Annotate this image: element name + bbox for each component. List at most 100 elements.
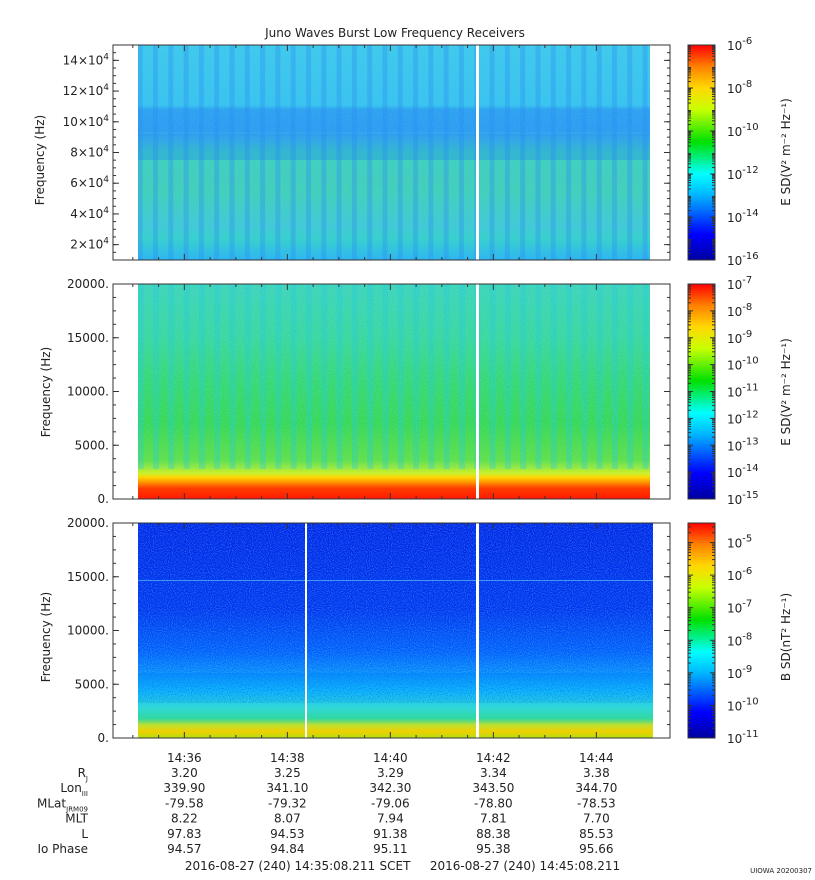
panel-1-colorbar-label: E SD(V² m⁻² Hz⁻¹) bbox=[779, 98, 793, 206]
ephemeris-value: 95.66 bbox=[579, 842, 613, 856]
colorbar-tick-label: 10-15 bbox=[727, 490, 759, 507]
ephemeris-label-text: Io Phase bbox=[37, 842, 88, 856]
colorbar-tick-label: 10-6 bbox=[727, 36, 752, 53]
panel-3-y-axis: 0. 5000. 10000. 15000. 20000. bbox=[67, 516, 670, 745]
colorbar-tick-base: 10 bbox=[727, 602, 742, 616]
y-tick-exponent: 4 bbox=[103, 237, 109, 247]
colorbar-tick-exponent: -9 bbox=[742, 664, 752, 675]
x-tick-label: 14:40 bbox=[373, 751, 408, 765]
colorbar-tick-exponent: -14 bbox=[742, 463, 758, 474]
colorbar-tick-base: 10 bbox=[727, 412, 742, 426]
colorbar-tick-exponent: -10 bbox=[742, 356, 758, 367]
panel-2-ylabel: Frequency (Hz) bbox=[39, 347, 53, 438]
ephemeris-label-text: MLT bbox=[65, 812, 88, 826]
ephemeris-value: 85.53 bbox=[579, 827, 613, 841]
ephemeris-value: 94.84 bbox=[270, 842, 304, 856]
y-tick-label: 14×104 bbox=[63, 52, 110, 67]
colorbar-tick-exponent: -15 bbox=[742, 490, 758, 501]
colorbar-tick-exponent: -9 bbox=[742, 329, 752, 340]
colorbar-tick-exponent: -6 bbox=[742, 566, 752, 577]
colorbar-tick-base: 10 bbox=[727, 699, 742, 713]
colorbar-tick-base: 10 bbox=[727, 168, 742, 182]
ephemeris-table: RJ 3.20 3.25 3.29 3.34 3.38 LonIII 339.90 341.10… bbox=[37, 766, 617, 856]
ephemeris-row-label: Io Phase bbox=[37, 842, 88, 856]
colorbar-tick-exponent: -8 bbox=[742, 79, 752, 90]
ephemeris-row-label: MLT bbox=[65, 812, 88, 826]
y-tick-label: 0. bbox=[98, 492, 109, 506]
panel-3: 0. 5000. 10000. 15000. 20000. Frequency (Hz)… bbox=[39, 516, 793, 746]
colorbar-tick-label: 10-11 bbox=[727, 729, 759, 746]
colorbar-tick-label: 10-8 bbox=[727, 79, 752, 96]
ephemeris-value: 95.11 bbox=[373, 842, 407, 856]
ephemeris-row-label: L bbox=[81, 827, 88, 841]
colorbar-tick-label: 10-10 bbox=[727, 356, 759, 373]
y-tick-label: 20000. bbox=[67, 516, 109, 530]
colorbar-tick-exponent: -14 bbox=[742, 208, 758, 219]
ephemeris-row-label: RJ bbox=[78, 766, 88, 783]
panel-2-colorbar-ticks: 10-710-810-910-1010-1110-1210-1310-1410-… bbox=[688, 275, 759, 507]
y-tick-mantissa: 12×10 bbox=[63, 84, 104, 98]
ephemeris-value: 8.22 bbox=[171, 812, 198, 826]
y-tick-exponent: 4 bbox=[103, 114, 109, 124]
colorbar-tick-exponent: -8 bbox=[742, 631, 752, 642]
colorbar-tick-base: 10 bbox=[727, 634, 742, 648]
y-tick-label: 20000. bbox=[67, 277, 109, 291]
ephemeris-value: -79.06 bbox=[371, 796, 410, 810]
y-tick-exponent: 4 bbox=[103, 52, 109, 62]
panel-3-colorbar-label: B SD(nT² Hz⁻¹) bbox=[779, 593, 793, 681]
colorbar-tick-base: 10 bbox=[727, 569, 742, 583]
y-tick-mantissa: 8×10 bbox=[70, 146, 103, 160]
time-range-start: 2016-08-27 (240) 14:35:08.211 bbox=[185, 859, 375, 873]
ephemeris-row-label: LonIII bbox=[60, 781, 88, 798]
x-axis: 14:36 14:38 14:40 14:42 14:44 bbox=[132, 45, 614, 765]
colorbar-tick-base: 10 bbox=[727, 211, 742, 225]
colorbar-tick-base: 10 bbox=[727, 386, 742, 400]
ephemeris-label-subscript: III bbox=[82, 790, 88, 798]
colorbar-tick-exponent: -12 bbox=[742, 165, 758, 176]
colorbar-tick-base: 10 bbox=[727, 332, 742, 346]
y-tick-label: 6×104 bbox=[70, 175, 109, 190]
y-tick-exponent: 4 bbox=[103, 206, 109, 216]
ephemeris-value: 88.38 bbox=[476, 827, 510, 841]
colorbar-tick-label: 10-14 bbox=[727, 463, 759, 480]
colorbar-tick-label: 10-11 bbox=[727, 383, 759, 400]
y-tick-mantissa: 10×10 bbox=[63, 115, 104, 129]
y-tick-exponent: 4 bbox=[103, 83, 109, 93]
colorbar-tick-exponent: -12 bbox=[742, 409, 758, 420]
colorbar-tick-label: 10-6 bbox=[727, 566, 752, 583]
colorbar-tick-label: 10-12 bbox=[727, 165, 759, 182]
ephemeris-value: 343.50 bbox=[472, 781, 514, 795]
time-range-label: SCET bbox=[380, 859, 412, 873]
colorbar-tick-label: 10-12 bbox=[727, 409, 759, 426]
panel-3-spectrogram bbox=[138, 523, 653, 738]
colorbar-tick-base: 10 bbox=[727, 82, 742, 96]
footer-tag: UIOWA 20200307 bbox=[750, 867, 812, 875]
colorbar-tick-exponent: -6 bbox=[742, 36, 752, 47]
colorbar-tick-exponent: -11 bbox=[742, 729, 758, 740]
chart-title: Juno Waves Burst Low Frequency Receivers bbox=[264, 26, 525, 40]
colorbar-tick-label: 10-9 bbox=[727, 329, 752, 346]
panel-3-ylabel: Frequency (Hz) bbox=[39, 592, 53, 683]
ephemeris-value: 339.90 bbox=[163, 781, 205, 795]
panel-2-y-axis: 0. 5000. 10000. 15000. 20000. bbox=[67, 277, 670, 506]
colorbar-tick-exponent: -13 bbox=[742, 436, 758, 447]
colorbar-tick-label: 10-7 bbox=[727, 275, 752, 292]
y-tick-label: 2×104 bbox=[70, 237, 109, 252]
y-tick-label: 5000. bbox=[75, 438, 109, 452]
y-tick-label: 10×104 bbox=[63, 114, 110, 129]
panel-1-spectrogram bbox=[138, 45, 653, 260]
x-tick-label: 14:44 bbox=[579, 751, 614, 765]
colorbar-tick-label: 10-8 bbox=[727, 631, 752, 648]
colorbar-tick-exponent: -8 bbox=[742, 302, 752, 313]
y-tick-mantissa: 2×10 bbox=[70, 238, 103, 252]
ephemeris-label-subscript: JRM09 bbox=[65, 805, 88, 813]
colorbar-tick-base: 10 bbox=[727, 278, 742, 292]
colorbar-tick-label: 10-8 bbox=[727, 302, 752, 319]
ephemeris-value: -79.32 bbox=[268, 796, 307, 810]
colorbar-tick-label: 10-16 bbox=[727, 251, 759, 268]
panel-2-colorbar-label: E SD(V² m⁻² Hz⁻¹) bbox=[779, 338, 793, 446]
ephemeris-value: -78.53 bbox=[577, 796, 616, 810]
colorbar-tick-label: 10-14 bbox=[727, 208, 759, 225]
